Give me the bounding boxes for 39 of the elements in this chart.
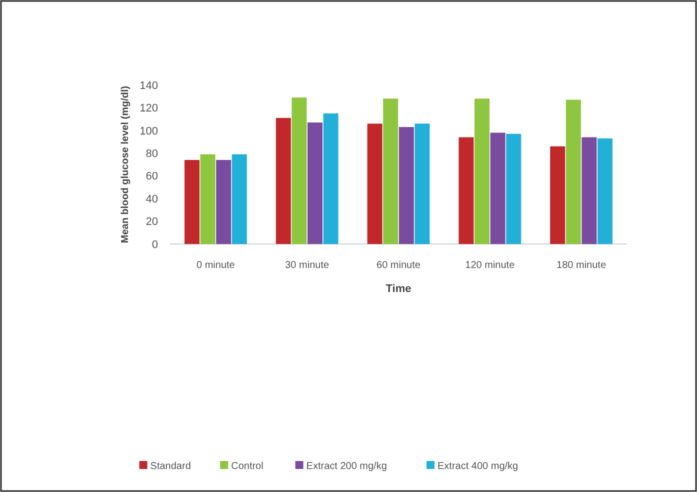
legend-label: Extract 400 mg/kg	[438, 461, 518, 472]
x-tick-label: 0 minute	[196, 260, 236, 271]
bar	[307, 122, 323, 244]
y-tick-label: 100	[140, 125, 158, 138]
bar	[323, 113, 338, 244]
y-axis-title: Mean blood glucose level (mg/dl)	[120, 86, 131, 244]
bar	[383, 98, 398, 244]
x-tick-label: 120 minute	[465, 260, 516, 271]
legend-label: Extract 200 mg/kg	[306, 461, 387, 472]
y-tick-label: 0	[152, 238, 158, 251]
y-tick-label: 80	[146, 148, 158, 160]
bar	[506, 134, 522, 244]
bar	[184, 160, 200, 244]
legend-label: Standard	[150, 461, 191, 472]
bar	[566, 100, 581, 244]
bar	[398, 127, 414, 244]
bar	[597, 138, 612, 244]
bar	[414, 124, 430, 244]
x-tick-label: 180 minute	[556, 260, 606, 271]
bar	[490, 132, 506, 244]
legend-label: Control	[231, 461, 264, 472]
x-tick-label: 30 minute	[285, 260, 330, 271]
y-tick-label: 120	[140, 102, 158, 115]
bar	[276, 118, 291, 244]
bar	[458, 137, 474, 244]
y-tick-label: 40	[146, 193, 158, 206]
bar	[550, 146, 566, 244]
bar	[200, 154, 216, 244]
x-tick-label: 60 minute	[376, 260, 421, 271]
y-tick-label: 140	[140, 80, 158, 92]
bar	[582, 137, 597, 244]
bar	[216, 160, 232, 244]
y-tick-label: 60	[146, 170, 158, 183]
bar	[367, 124, 382, 244]
bar	[292, 97, 307, 244]
y-tick-label: 20	[146, 216, 158, 228]
bar	[474, 98, 490, 244]
bar	[232, 154, 247, 244]
x-axis-title: Time	[386, 283, 412, 295]
